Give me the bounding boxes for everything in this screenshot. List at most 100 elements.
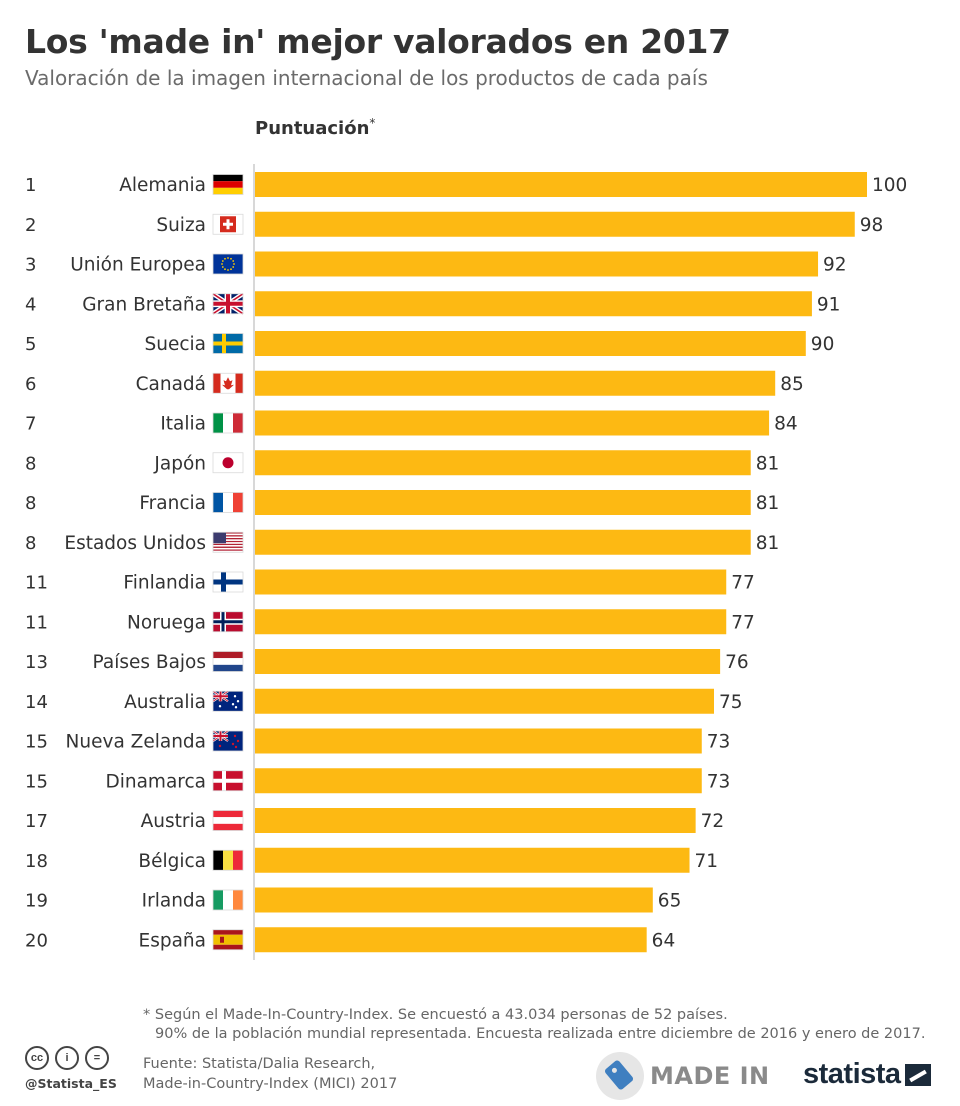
made-in-logo-text: MADE IN [650,1062,770,1090]
rank-label: 4 [25,294,36,315]
flag-icon-es [212,929,244,951]
country-label: Austria [141,811,206,832]
rank-label: 19 [25,891,48,912]
flag-icon-nl [212,651,244,672]
bar-row: 6 Canadá 85 [25,370,804,396]
value-label: 81 [756,493,780,514]
rank-label: 14 [25,692,48,713]
rank-label: 1 [25,175,36,196]
twitter-handle: @Statista_ES [25,1076,117,1091]
rank-label: 6 [25,374,36,395]
value-label: 92 [823,255,847,276]
rank-label: 11 [25,612,48,633]
bar [255,688,714,714]
rank-label: 17 [25,811,48,832]
country-label: Suiza [156,215,206,236]
bar-row: 8 Estados Unidos 81 [25,529,780,555]
bar-row: 15 Nueva Zelanda 73 [25,728,731,754]
bar [255,609,727,635]
rank-label: 2 [25,215,36,236]
flag-icon-be [212,849,244,871]
country-label: Italia [160,414,206,435]
flag-icon-au [212,690,244,712]
chart-subtitle: Valoración de la imagen internacional de… [25,66,708,90]
bar [255,927,647,953]
bar-row: 20 España 64 [25,927,676,953]
bar [255,211,855,237]
flag-icon-eu [212,253,244,275]
country-label: Finlandia [123,573,206,594]
statista-logo-text: statista [803,1058,901,1090]
flag-icon-ca [212,372,244,394]
price-tag-icon [596,1052,644,1100]
value-label: 81 [756,453,780,474]
chart-title: Los 'made in' mejor valorados en 2017 [25,22,731,61]
license-icons: cc i = [25,1046,109,1070]
value-label: 100 [872,175,907,196]
bar-row: 14 Australia 75 [25,688,743,714]
by-icon: i [55,1046,79,1070]
value-label: 85 [780,374,804,395]
bar-row: 4 Gran Bretaña 91 [25,291,840,317]
country-label: Nueva Zelanda [66,732,206,753]
column-header-label: Puntuación [255,118,370,139]
value-label: 71 [695,851,719,872]
statista-mark-icon [904,1063,931,1086]
flag-icon-nz [212,730,244,752]
bar [255,808,696,833]
bar-row: 15 Dinamarca 73 [25,768,730,794]
flag-icon-us [212,531,244,553]
country-label: España [139,930,206,951]
flag-icon-dk [212,770,244,792]
cc-icon: cc [25,1046,49,1070]
source: Fuente: Statista/Dalia Research, Made-in… [143,1054,397,1094]
value-label: 75 [719,692,743,713]
value-label: 81 [756,533,780,554]
bar-row: 19 Irlanda 65 [25,887,682,913]
nd-icon: = [85,1046,109,1070]
flag-icon-gb [211,291,245,316]
bar [255,569,727,595]
value-label: 72 [701,811,725,832]
country-label: Alemania [119,175,206,196]
flag-icon-fr [212,492,244,513]
value-label: 64 [652,930,676,951]
bar [255,331,806,356]
value-label: 65 [658,891,682,912]
rank-label: 3 [25,255,36,276]
country-label: Dinamarca [105,771,206,792]
country-label: Unión Europea [70,255,206,276]
country-label: Países Bajos [93,652,206,673]
bar-row: 5 Suecia 90 [25,331,834,356]
value-label: 73 [707,732,731,753]
value-label: 98 [860,215,884,236]
bar-row: 2 Suiza 98 [25,211,884,237]
rank-label: 13 [25,652,48,673]
country-label: Noruega [127,612,206,633]
bar-row: 11 Finlandia 77 [25,569,755,595]
value-label: 90 [811,334,835,355]
country-label: Irlanda [142,891,206,912]
bar [255,410,770,436]
source-line-1: Fuente: Statista/Dalia Research, [143,1056,376,1072]
flag-icon-it [212,412,244,434]
statista-logo: statista [803,1058,931,1091]
bar [255,370,776,396]
flag-icon-at [212,810,244,831]
rank-label: 15 [25,771,48,792]
bar [255,847,690,873]
flag-icon-se [212,333,244,354]
rank-label: 11 [25,573,48,594]
footnote-line-2: 90% de la población mundial representada… [155,1026,926,1042]
country-label: Suecia [145,334,207,355]
value-label: 77 [731,612,755,633]
bar [255,529,751,555]
bar-row: 8 Japón 81 [25,450,780,476]
flag-icon-de [212,174,244,195]
bar-row: 17 Austria 72 [25,808,724,833]
rank-label: 15 [25,732,48,753]
flag-icon-jp [212,452,244,474]
rank-label: 8 [25,493,36,514]
value-label: 77 [731,573,755,594]
bar-row: 8 Francia 81 [25,490,779,515]
